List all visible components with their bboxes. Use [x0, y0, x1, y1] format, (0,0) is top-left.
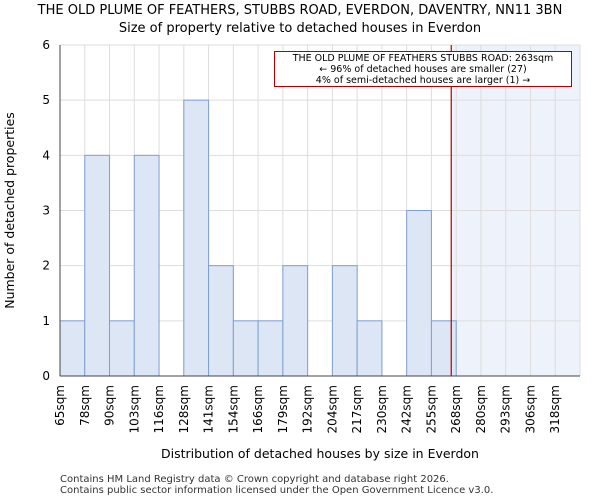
bar-128sqm	[183, 99, 210, 377]
y-tick-label: 4	[42, 148, 50, 162]
x-tick-label: 293sqm	[499, 385, 513, 433]
y-tick-label: 1	[42, 314, 50, 328]
x-tick-label: 242sqm	[400, 385, 414, 433]
x-tick-label: 103sqm	[127, 385, 141, 433]
x-tick-label: 306sqm	[523, 385, 537, 433]
annotation-line-3: 4% of semi-detached houses are larger (1…	[315, 75, 531, 86]
y-tick-label: 6	[42, 38, 50, 52]
bar-103sqm	[133, 154, 160, 377]
bar-255sqm	[430, 320, 457, 377]
x-axis-title: Distribution of detached houses by size …	[161, 446, 479, 461]
x-tick-label: 166sqm	[251, 385, 265, 433]
x-tick-label: 268sqm	[449, 385, 463, 433]
bar-78sqm	[84, 154, 111, 377]
x-tick-label: 154sqm	[226, 385, 240, 433]
footer-licence: Contains public sector information licen…	[60, 485, 494, 496]
x-tick-label: 318sqm	[548, 385, 562, 433]
x-tick-label: 217sqm	[350, 385, 364, 433]
bar-141sqm	[208, 265, 234, 377]
chart-subtitle: Size of property relative to detached ho…	[118, 21, 482, 36]
x-tick-label: 255sqm	[424, 385, 438, 433]
y-tick-label: 2	[42, 259, 50, 273]
bar-166sqm	[257, 320, 284, 377]
x-tick-label: 128sqm	[177, 385, 191, 433]
footer-copyright: Contains HM Land Registry data © Crown c…	[60, 474, 449, 485]
x-tick-label: 192sqm	[301, 385, 315, 433]
bar-90sqm	[109, 320, 135, 377]
bar-242sqm	[406, 210, 432, 377]
bar-154sqm	[232, 320, 259, 377]
y-tick-label: 5	[42, 93, 50, 107]
x-tick-label: 90sqm	[103, 385, 117, 426]
bar-179sqm	[282, 265, 309, 377]
y-tick-label: 3	[42, 204, 50, 218]
annotation-line-2: ← 96% of detached houses are smaller (27…	[319, 64, 527, 75]
y-tick-label: 0	[42, 369, 50, 383]
property-annotation: THE OLD PLUME OF FEATHERS STUBBS ROAD: 2…	[274, 51, 572, 87]
x-tick-label: 230sqm	[375, 385, 389, 433]
x-tick-label: 204sqm	[325, 385, 339, 433]
x-tick-label: 78sqm	[78, 385, 92, 426]
x-tick-label: 141sqm	[202, 385, 216, 433]
bar-204sqm	[331, 265, 358, 377]
chart-title: THE OLD PLUME OF FEATHERS, STUBBS ROAD, …	[37, 3, 563, 18]
bar-65sqm	[59, 320, 86, 377]
x-tick-label: 116sqm	[152, 385, 166, 433]
x-tick-label: 280sqm	[474, 385, 488, 433]
x-tick-label: 179sqm	[276, 385, 290, 433]
bar-217sqm	[356, 320, 383, 377]
x-tick-label: 65sqm	[53, 385, 67, 426]
y-axis-title: Number of detached properties	[2, 112, 17, 309]
annotation-line-1: THE OLD PLUME OF FEATHERS STUBBS ROAD: 2…	[292, 53, 554, 64]
